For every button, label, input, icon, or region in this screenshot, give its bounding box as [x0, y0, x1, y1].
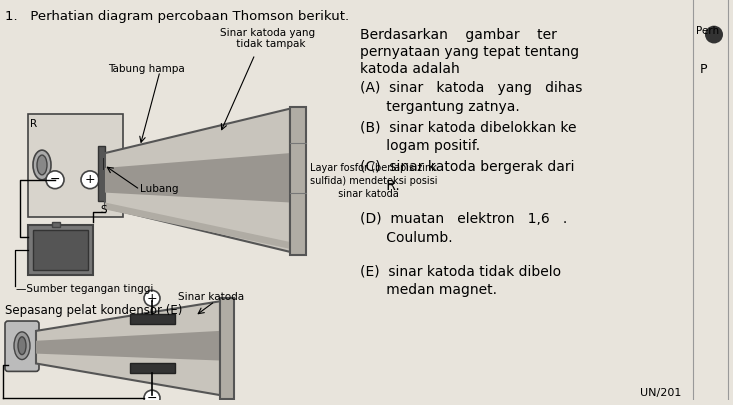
Polygon shape — [105, 202, 290, 249]
Text: Sinar katoda yang
     tidak tampak: Sinar katoda yang tidak tampak — [220, 28, 315, 49]
Polygon shape — [36, 301, 220, 395]
Text: UN/201: UN/201 — [640, 388, 682, 398]
Text: S: S — [100, 205, 106, 215]
Bar — [28, 225, 93, 275]
FancyBboxPatch shape — [5, 321, 39, 371]
Text: R: R — [30, 119, 37, 128]
Bar — [33, 230, 88, 270]
Text: +: + — [147, 292, 158, 305]
Polygon shape — [36, 331, 220, 360]
Text: pernyataan yang tepat tentang: pernyataan yang tepat tentang — [360, 45, 579, 60]
Text: −: − — [50, 173, 60, 186]
Bar — [52, 222, 60, 227]
Ellipse shape — [14, 332, 30, 360]
Text: Tabung hampa: Tabung hampa — [108, 64, 185, 74]
Text: Coulumb.: Coulumb. — [360, 231, 452, 245]
Text: tergantung zatnya.: tergantung zatnya. — [360, 100, 520, 114]
Text: Layar fosfor (berlapis zink
sulfida) mendeteksi posisi
         sinar katoda: Layar fosfor (berlapis zink sulfida) men… — [310, 163, 438, 199]
Text: Sepasang pelat kondensor (E): Sepasang pelat kondensor (E) — [5, 304, 183, 317]
Bar — [220, 298, 234, 399]
Circle shape — [705, 26, 723, 43]
Text: medan magnet.: medan magnet. — [360, 284, 497, 298]
Text: (C)  sinar katoda bergerak dari: (C) sinar katoda bergerak dari — [360, 160, 575, 174]
Circle shape — [144, 390, 160, 405]
Bar — [98, 146, 105, 200]
Text: (B)  sinar katoda dibelokkan ke: (B) sinar katoda dibelokkan ke — [360, 121, 576, 134]
Polygon shape — [105, 153, 290, 202]
Text: R.: R. — [360, 179, 399, 193]
Text: 1.   Perhatian diagram percobaan Thomson berikut.: 1. Perhatian diagram percobaan Thomson b… — [5, 10, 349, 23]
Bar — [28, 113, 123, 217]
Text: (D)  muatan   elektron   1,6   .: (D) muatan elektron 1,6 . — [360, 212, 567, 226]
Text: Sinar katoda: Sinar katoda — [178, 292, 244, 303]
Text: −: − — [147, 392, 158, 405]
Bar — [290, 107, 306, 255]
Text: katoda adalah: katoda adalah — [360, 62, 460, 76]
Text: Lubang: Lubang — [140, 184, 179, 194]
Text: Perh: Perh — [696, 26, 719, 36]
Bar — [130, 364, 175, 373]
Text: P: P — [700, 63, 707, 76]
Text: +: + — [85, 173, 95, 186]
Polygon shape — [105, 109, 290, 252]
Circle shape — [144, 290, 160, 306]
Bar — [130, 314, 175, 324]
Text: logam positif.: logam positif. — [360, 139, 480, 153]
Text: (E)  sinar katoda tidak dibelo: (E) sinar katoda tidak dibelo — [360, 265, 561, 279]
Circle shape — [81, 171, 99, 189]
Circle shape — [46, 171, 64, 189]
Text: Berdasarkan    gambar    ter: Berdasarkan gambar ter — [360, 28, 557, 42]
Ellipse shape — [18, 337, 26, 355]
Ellipse shape — [33, 150, 51, 180]
Text: (A)  sinar   katoda   yang   dihas: (A) sinar katoda yang dihas — [360, 81, 583, 95]
Ellipse shape — [37, 155, 47, 175]
Bar — [103, 158, 107, 170]
Text: —Sumber tegangan tinggi: —Sumber tegangan tinggi — [16, 284, 153, 294]
